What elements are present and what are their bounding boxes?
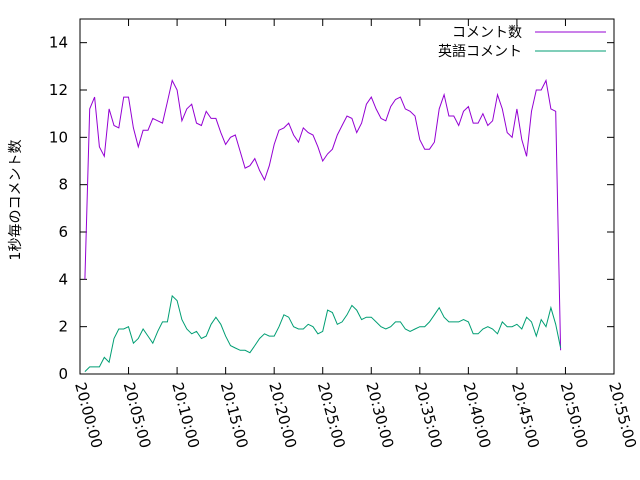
x-tick-label: 20:25:00	[314, 380, 349, 450]
x-tick-label: 20:00:00	[71, 380, 106, 450]
series-line-0	[84, 78, 562, 351]
y-axis-label: 1秒毎のコメント数	[8, 140, 24, 261]
plot-lines	[84, 78, 562, 372]
x-tick-label: 20:40:00	[459, 380, 494, 450]
x-axis: 20:00:00 20:05:00 20:10:00 20:15:00 20:20:00…	[71, 19, 640, 450]
legend-label-1: 英語コメント	[438, 43, 522, 60]
y-tick-label: 14	[49, 34, 68, 52]
x-tick-label: 20:45:00	[508, 380, 543, 450]
x-tick-label: 20:30:00	[362, 380, 397, 450]
series-line-1	[84, 294, 562, 372]
y-axis: 0 2 4 6 8 10 12 14	[49, 34, 614, 383]
y-tick-label: 4	[58, 270, 68, 288]
y-tick-label: 12	[49, 81, 68, 99]
plot-frame	[79, 18, 615, 375]
y-tick-label: 10	[49, 128, 68, 146]
y-tick-label: 6	[58, 223, 68, 241]
x-tick-label: 20:10:00	[168, 380, 203, 450]
y-tick-label: 8	[58, 176, 68, 194]
x-tick-label: 20:35:00	[411, 380, 446, 450]
x-tick-label: 20:05:00	[120, 380, 155, 450]
y-tick-label: 0	[58, 365, 68, 383]
x-tick-label: 20:20:00	[265, 380, 300, 450]
y-tick-label: 2	[58, 318, 68, 336]
legend-label-0: コメント数	[452, 25, 522, 41]
x-tick-label: 20:55:00	[605, 380, 640, 450]
x-tick-label: 20:15:00	[217, 380, 252, 450]
x-tick-label: 20:50:00	[557, 380, 592, 450]
